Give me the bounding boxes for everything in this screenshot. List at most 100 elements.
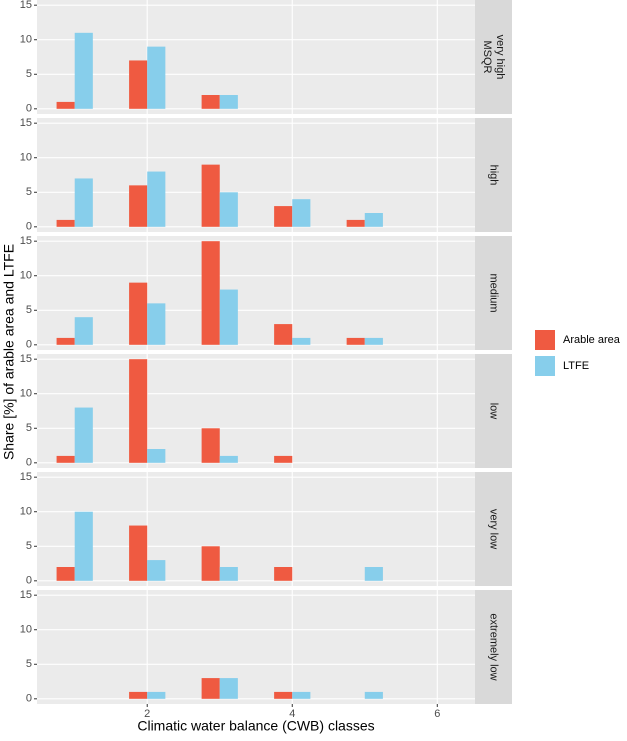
bar (364, 567, 383, 581)
y-tick-label: 5 (26, 658, 32, 670)
y-axis-label: Share [%] of arable area and LTFE (1, 244, 17, 460)
bar (56, 337, 75, 345)
y-tick-label: 5 (26, 186, 32, 198)
bar (74, 32, 93, 109)
bar (274, 691, 293, 699)
bar (201, 164, 220, 227)
bar (74, 317, 93, 345)
bar (74, 511, 93, 581)
y-tick-label: 5 (26, 68, 32, 80)
bar (292, 337, 311, 345)
bar (74, 178, 93, 227)
y-tick-label: 10 (20, 388, 32, 400)
bar (364, 337, 383, 345)
bar (56, 455, 75, 463)
facet-label: MSQR (481, 41, 493, 74)
bar (147, 449, 166, 463)
bar (56, 219, 75, 227)
bar (129, 525, 148, 581)
x-tick-label: 2 (144, 708, 150, 720)
facet-strip (475, 0, 512, 114)
bar (364, 691, 383, 699)
facet-label: high (488, 165, 500, 186)
y-tick-label: 0 (26, 693, 32, 705)
bar (147, 303, 166, 345)
y-tick-label: 15 (20, 117, 32, 129)
bar (201, 241, 220, 345)
bar (219, 567, 238, 581)
panel-background (37, 0, 475, 114)
bar (201, 95, 220, 109)
y-tick-label: 15 (20, 235, 32, 247)
y-tick-label: 10 (20, 34, 32, 46)
y-tick-label: 15 (20, 0, 32, 11)
legend-label: LTFE (563, 360, 589, 372)
bar (292, 691, 311, 699)
panel-background (37, 118, 475, 232)
y-tick-label: 10 (20, 152, 32, 164)
bar (129, 282, 148, 345)
panel-background (37, 354, 475, 468)
legend-label: Arable area (563, 334, 621, 346)
bar (201, 546, 220, 581)
x-tick-label: 6 (434, 708, 440, 720)
facet-label: medium (488, 273, 500, 312)
facet-label: very low (488, 509, 500, 549)
y-tick-label: 15 (20, 353, 32, 365)
bar (147, 560, 166, 581)
facet-strip (475, 118, 512, 232)
legend-swatch (535, 330, 555, 350)
y-tick-label: 5 (26, 422, 32, 434)
bar (274, 455, 293, 463)
y-tick-label: 0 (26, 339, 32, 351)
bar (346, 219, 365, 227)
bar (147, 691, 166, 699)
y-tick-label: 0 (26, 457, 32, 469)
x-tick-label: 4 (289, 708, 295, 720)
y-tick-label: 5 (26, 540, 32, 552)
bar (129, 359, 148, 463)
panel-background (37, 590, 475, 704)
bar (219, 95, 238, 109)
bar (274, 324, 293, 345)
y-tick-label: 0 (26, 575, 32, 587)
bar (274, 206, 293, 227)
facet-label: low (488, 403, 500, 420)
facet-label: extremely low (488, 613, 500, 680)
facet-strip (475, 354, 512, 468)
panel-background (37, 472, 475, 586)
y-tick-label: 0 (26, 103, 32, 115)
bar (129, 60, 148, 109)
y-tick-label: 5 (26, 304, 32, 316)
bar (346, 337, 365, 345)
x-axis-label: Climatic water balance (CWB) classes (137, 718, 374, 734)
bar (147, 46, 166, 109)
bar (129, 185, 148, 227)
bar (219, 455, 238, 463)
bar (219, 289, 238, 345)
facet-strip (475, 590, 512, 704)
panel-background (37, 236, 475, 350)
facet-label: very high (494, 35, 506, 80)
bar (219, 192, 238, 227)
bar (74, 407, 93, 463)
y-tick-label: 10 (20, 624, 32, 636)
y-tick-label: 0 (26, 221, 32, 233)
bar (364, 213, 383, 227)
facet-strip (475, 236, 512, 350)
bar (147, 171, 166, 227)
y-tick-label: 10 (20, 270, 32, 282)
facet-strip (475, 472, 512, 586)
bar (56, 101, 75, 109)
y-tick-label: 10 (20, 506, 32, 518)
bar (56, 567, 75, 581)
bar (201, 428, 220, 463)
legend-swatch (535, 356, 555, 376)
bar (201, 678, 220, 699)
y-tick-label: 15 (20, 589, 32, 601)
y-tick-label: 15 (20, 471, 32, 483)
bar (274, 567, 293, 581)
bar (292, 199, 311, 227)
bar (129, 691, 148, 699)
